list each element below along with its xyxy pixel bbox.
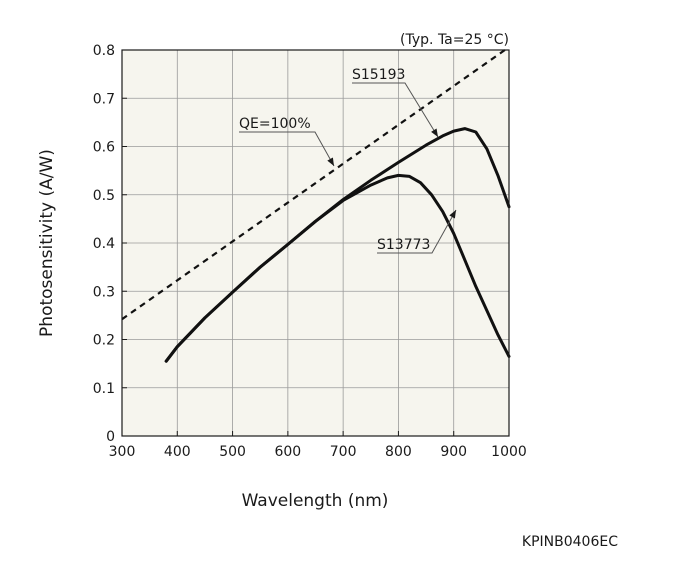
y-tick-label: 0.1 bbox=[93, 381, 115, 397]
annotation-s13773-leader bbox=[377, 209, 457, 254]
x-tick-label: 700 bbox=[330, 444, 357, 460]
y-tick-label: 0 bbox=[106, 429, 115, 445]
y-tick-label: 0.4 bbox=[93, 236, 115, 252]
y-tick-label: 0.7 bbox=[93, 91, 115, 107]
annotations: QE=100% S15193 S13773 bbox=[239, 67, 457, 254]
series-s13773 bbox=[164, 173, 511, 363]
x-tick-label: 1000 bbox=[491, 444, 527, 460]
series-layer bbox=[121, 46, 511, 363]
annotation-qe-leader bbox=[239, 131, 335, 167]
y-tick-label: 0.8 bbox=[93, 43, 115, 59]
series-qe-100 bbox=[121, 46, 510, 321]
ticks: 300 400 500 600 700 800 900 1000 0 0.1 0.2 0.3 0.4 0.… bbox=[93, 43, 527, 460]
x-tick-label: 900 bbox=[440, 444, 467, 460]
y-tick-label: 0.5 bbox=[93, 188, 115, 204]
y-tick-label: 0.6 bbox=[93, 140, 115, 156]
annotation-qe-arrow bbox=[327, 157, 334, 166]
annotation-s15193-label: S15193 bbox=[352, 67, 405, 83]
y-tick-label: 0.2 bbox=[93, 333, 115, 349]
annotation-s13773-label: S13773 bbox=[377, 237, 430, 253]
annotation-s15193-arrow bbox=[431, 128, 438, 137]
annotation-s15193-leader bbox=[352, 82, 439, 138]
y-tick-label: 0.3 bbox=[93, 284, 115, 300]
y-axis-title: Photosensitivity (A/W) bbox=[37, 149, 57, 337]
annotation-qe-label: QE=100% bbox=[239, 116, 311, 132]
annotation-s13773-arrow bbox=[449, 210, 456, 219]
x-tick-label: 800 bbox=[385, 444, 412, 460]
x-tick-label: 400 bbox=[164, 444, 191, 460]
condition-note: (Typ. Ta=25 °C) bbox=[400, 32, 509, 48]
document-code: KPINB0406EC bbox=[521, 534, 618, 550]
x-tick-label: 500 bbox=[219, 444, 246, 460]
x-tick-label: 600 bbox=[274, 444, 301, 460]
x-axis-title: Wavelength (nm) bbox=[242, 491, 389, 511]
x-tick-label: 300 bbox=[109, 444, 136, 460]
